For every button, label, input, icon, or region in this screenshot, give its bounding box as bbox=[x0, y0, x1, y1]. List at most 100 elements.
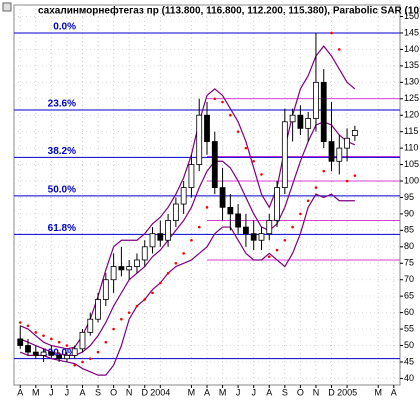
candle-body bbox=[243, 226, 249, 235]
candle-body bbox=[250, 233, 257, 241]
candle-body bbox=[351, 130, 358, 137]
x-tick-label: O bbox=[297, 387, 304, 397]
sar-dot bbox=[143, 298, 147, 301]
x-tick-label: J bbox=[236, 387, 241, 397]
y-tick-label: 140 bbox=[404, 44, 419, 54]
fib-label: 61.8% bbox=[48, 223, 76, 234]
sar-dot bbox=[291, 225, 294, 229]
candle-body bbox=[235, 213, 242, 228]
y-tick-label: 110 bbox=[404, 142, 418, 152]
candle-body bbox=[172, 203, 179, 221]
candle-body bbox=[196, 114, 203, 165]
candle-body bbox=[188, 164, 195, 188]
x-tick-label: D bbox=[141, 387, 148, 397]
candle-body bbox=[320, 81, 327, 142]
candle-body bbox=[219, 187, 226, 208]
sar-dot bbox=[120, 317, 123, 321]
sar-dot bbox=[42, 334, 45, 337]
y-tick-label: 45 bbox=[404, 356, 414, 366]
sar-dot bbox=[221, 100, 224, 104]
sar-dot bbox=[112, 327, 115, 331]
candle-body bbox=[40, 351, 47, 356]
sar-dot bbox=[283, 238, 287, 242]
candle-body bbox=[266, 220, 273, 235]
y-tick-label: 40 bbox=[404, 373, 414, 383]
x-tick-label: D bbox=[328, 387, 335, 397]
sar-dot bbox=[190, 238, 193, 242]
x-tick-label: 2004 bbox=[150, 387, 170, 397]
y-tick-label: 85 bbox=[404, 225, 414, 235]
chart-title: сахалинморнефтегаз пр (113.800, 116.800,… bbox=[38, 5, 420, 17]
sar-dot bbox=[260, 173, 263, 176]
x-tick-label: A bbox=[79, 387, 85, 397]
y-tick-label: 115 bbox=[404, 126, 418, 136]
sar-dot bbox=[314, 186, 318, 189]
x-tick-label: O bbox=[110, 387, 117, 397]
y-tick-label: 145 bbox=[404, 27, 419, 37]
sar-dot bbox=[353, 174, 357, 177]
sar-dot bbox=[213, 97, 217, 101]
candle-body bbox=[165, 220, 171, 241]
y-tick-label: 150 bbox=[404, 11, 419, 21]
y-tick-label: 50 bbox=[404, 340, 414, 350]
x-tick-label: A bbox=[266, 387, 272, 397]
sar-dot bbox=[135, 304, 139, 308]
fib-label: 0.0% bbox=[53, 22, 76, 33]
fib-label: 38.2% bbox=[48, 146, 76, 157]
candle-body bbox=[71, 348, 78, 356]
candle-body bbox=[211, 141, 218, 188]
sar-dot bbox=[127, 311, 131, 314]
x-tick-label: A bbox=[204, 387, 210, 397]
x-tick-label: M bbox=[219, 387, 227, 397]
candle-body bbox=[336, 147, 343, 162]
sar-dot bbox=[73, 363, 77, 367]
candle-body bbox=[56, 354, 63, 360]
sar-dot bbox=[182, 252, 185, 255]
candle-body bbox=[17, 338, 24, 346]
sar-dot bbox=[151, 291, 154, 295]
y-tick-label: 125 bbox=[404, 93, 419, 103]
candle-body bbox=[64, 354, 70, 360]
candle-body bbox=[227, 206, 234, 215]
candle-body bbox=[289, 114, 296, 123]
candle-body bbox=[87, 318, 94, 333]
sar-dot bbox=[337, 48, 341, 51]
sar-dot bbox=[50, 337, 53, 341]
sar-dot bbox=[322, 169, 326, 173]
sar-dot bbox=[267, 255, 271, 258]
sar-dot bbox=[96, 350, 100, 354]
x-tick-label: 2005 bbox=[337, 387, 357, 397]
candle-body bbox=[305, 118, 312, 129]
candle-body bbox=[102, 279, 109, 300]
x-tick-label: A bbox=[391, 387, 397, 397]
sar-dot bbox=[330, 31, 333, 35]
candle-body bbox=[281, 121, 288, 188]
candle-body bbox=[126, 266, 133, 271]
sar-dot bbox=[159, 281, 162, 285]
sar-dot bbox=[166, 271, 170, 275]
sar-dot bbox=[306, 199, 310, 203]
y-tick-label: 70 bbox=[404, 274, 414, 284]
fib-label: 23.6% bbox=[48, 99, 76, 110]
y-tick-label: 65 bbox=[404, 291, 414, 301]
candle-body bbox=[344, 137, 350, 149]
candle-body bbox=[48, 351, 55, 356]
sar-dot bbox=[299, 212, 302, 216]
candle-body bbox=[157, 233, 164, 241]
y-tick-label: 100 bbox=[404, 175, 419, 185]
sar-dot bbox=[174, 261, 178, 265]
x-tick-label: N bbox=[313, 387, 320, 397]
sar-dot bbox=[236, 130, 240, 133]
candle-body bbox=[258, 233, 265, 241]
x-tick-label: N bbox=[126, 387, 133, 397]
candle-body bbox=[297, 114, 304, 129]
sar-dot bbox=[197, 225, 201, 229]
y-tick-label: 60 bbox=[404, 307, 414, 317]
y-tick-label: 95 bbox=[404, 192, 414, 202]
candle-body bbox=[328, 141, 335, 162]
corner-icon bbox=[2, 2, 12, 12]
fib-label: 50.0% bbox=[48, 184, 76, 195]
x-tick-label: J bbox=[65, 387, 70, 397]
bollinger-upper bbox=[19, 45, 356, 350]
